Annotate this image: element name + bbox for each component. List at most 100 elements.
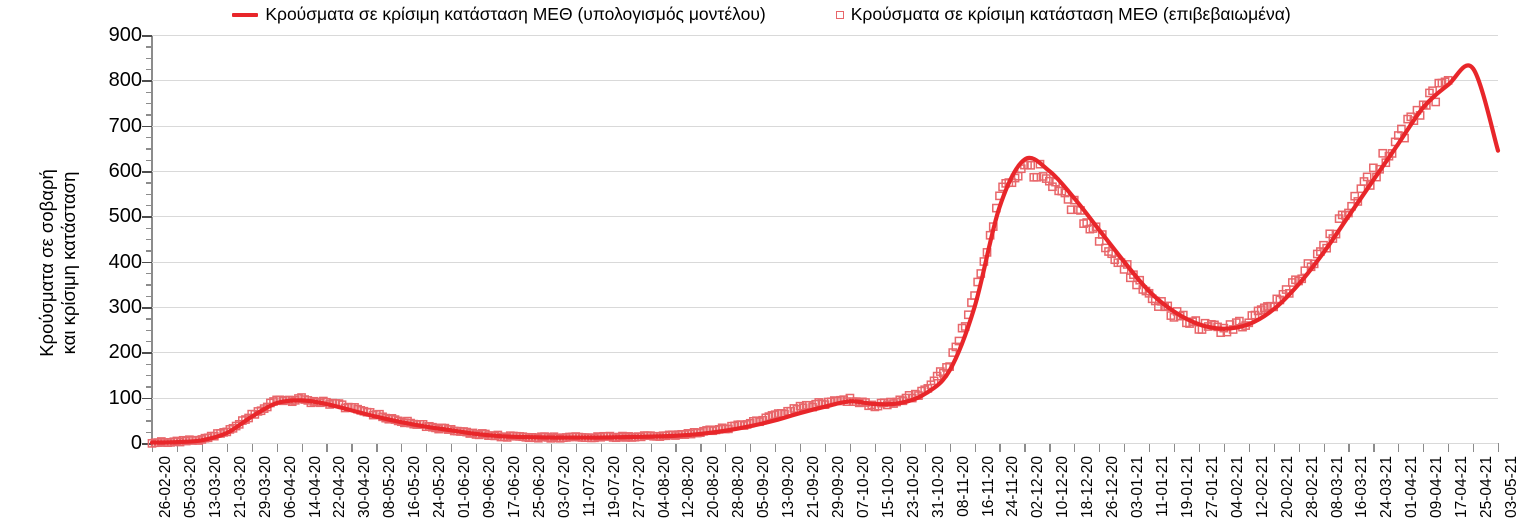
y-axis-tick-label: 200 (108, 341, 142, 364)
y-axis-major-tick (142, 80, 152, 82)
x-axis-tick (201, 443, 204, 452)
x-axis-tick (575, 443, 577, 452)
x-axis-tick-label: 26-02-20 (157, 456, 174, 519)
data-point-marker (1032, 172, 1042, 182)
x-axis-tick-label: 29-09-20 (830, 456, 847, 519)
y-axis-major-tick (142, 443, 152, 445)
x-axis-tick (1024, 443, 1026, 452)
x-axis-tick-label: 08-05-20 (381, 456, 399, 519)
x-axis-tick (1348, 443, 1350, 452)
x-axis-tick (525, 443, 528, 452)
x-axis-tick (1423, 443, 1425, 452)
y-axis-major-tick (142, 352, 152, 354)
x-axis-tick-label: 06-04-20 (281, 456, 299, 519)
x-axis-tick-label: 08-11-20 (954, 456, 972, 517)
x-axis-tick-label: 04-08-20 (655, 456, 673, 519)
x-axis-tick-label: 11-07-20 (580, 456, 598, 517)
x-axis-tick-label: 21-03-20 (231, 456, 249, 519)
x-axis-tick-label: 16-05-20 (406, 456, 424, 519)
y-axis-minor-tick (146, 329, 152, 331)
data-point-marker (1428, 86, 1437, 96)
chart-legend: Κρούσματα σε κρίσιμη κατάσταση ΜΕΘ (υπολ… (0, 0, 1523, 30)
x-axis-tick-label: 13-03-20 (206, 456, 224, 519)
y-axis-minor-tick (146, 193, 152, 195)
x-axis-tick (625, 443, 627, 452)
y-axis-minor-tick (146, 284, 152, 286)
x-axis-tick-label: 12-08-20 (680, 456, 698, 519)
gridline (152, 352, 1498, 354)
x-axis-tick (301, 443, 303, 452)
x-axis-tick (426, 443, 428, 452)
x-axis-tick-label: 25-06-20 (530, 456, 548, 519)
y-axis-minor-tick (146, 182, 152, 184)
gridline (152, 216, 1498, 218)
x-axis-tick-label: 16-11-20 (979, 456, 997, 517)
x-axis-tick (775, 443, 777, 452)
y-axis-major-tick (142, 261, 152, 264)
x-axis-tick-label: 30-04-20 (356, 456, 374, 519)
data-point-marker (1369, 163, 1378, 173)
x-axis-tick (800, 443, 802, 452)
y-axis-minor-tick (146, 295, 152, 297)
x-axis-tick-label: 10-12-20 (1054, 456, 1072, 519)
x-axis-tick-label: 28-02-21 (1303, 456, 1321, 519)
x-axis-tick (326, 443, 328, 452)
x-axis-tick-label: 05-03-20 (181, 456, 199, 519)
y-axis-major-tick (142, 35, 152, 37)
legend-entry-model[interactable]: Κρούσματα σε κρίσιμη κατάσταση ΜΕΘ (υπολ… (232, 4, 766, 25)
gridline (152, 80, 1498, 82)
data-point-marker (1063, 195, 1073, 204)
x-axis-tick-label: 12-02-21 (1253, 456, 1271, 519)
x-axis-tick (376, 443, 378, 452)
x-axis-tick (1323, 443, 1325, 452)
x-axis-tick-label: 20-02-21 (1278, 456, 1296, 519)
x-axis-tick (500, 443, 503, 452)
x-axis-tick (874, 443, 877, 452)
x-axis-tick (1124, 443, 1126, 452)
x-axis-tick-label: 19-01-21 (1178, 456, 1196, 519)
x-axis-tick (1448, 443, 1450, 452)
x-axis-tick-label: 09-06-20 (481, 456, 499, 519)
data-point-marker (1431, 97, 1441, 107)
x-axis-tick (1223, 443, 1225, 452)
legend-entry-confirmed[interactable]: Κρούσματα σε κρίσιμη κατάσταση ΜΕΘ (επιβ… (835, 6, 1291, 24)
x-axis-tick-label: 05-09-20 (755, 456, 773, 519)
x-axis-tick (401, 443, 403, 452)
x-axis-tick-label: 03-01-21 (1129, 456, 1147, 519)
data-point-marker (1026, 160, 1035, 170)
data-point-marker (1066, 205, 1076, 215)
y-axis-minor-tick (146, 114, 152, 116)
x-axis-tick-label: 24-11-20 (1004, 456, 1022, 517)
gridline (152, 35, 1498, 36)
y-axis-tick-label: 500 (108, 205, 142, 228)
y-axis-minor-tick (146, 46, 152, 48)
x-axis-tick-label: 22-04-20 (331, 456, 349, 519)
x-axis-tick-label: 11-01-21 (1154, 456, 1172, 517)
x-axis-tick (1398, 443, 1400, 452)
x-axis-tick (725, 443, 727, 452)
x-axis-tick (899, 443, 901, 452)
x-axis-tick (1273, 443, 1275, 452)
y-axis-tick-label: 0 (130, 432, 142, 454)
plot-area (147, 35, 1501, 448)
x-axis-tick (1049, 443, 1051, 452)
legend-label-model: Κρούσματα σε κρίσιμη κατάσταση ΜΕΘ (υπολ… (265, 4, 766, 25)
line-marker-icon (232, 13, 259, 17)
x-axis-tick (476, 443, 478, 452)
x-axis-tick (849, 443, 852, 452)
x-axis-tick (924, 443, 926, 452)
x-axis-tick-label: 21-09-20 (805, 456, 823, 519)
x-axis-tick (1099, 443, 1101, 452)
square-marker-icon (835, 11, 844, 19)
x-axis-tick-label: 13-09-20 (780, 456, 798, 519)
gridline (152, 443, 1498, 444)
y-axis-title-line1: Κρούσματα σε σοβαρή (35, 169, 57, 357)
x-axis-tick (1473, 443, 1475, 452)
y-axis-major-tick (142, 397, 152, 400)
x-axis-tick-label: 24-05-20 (431, 456, 449, 519)
x-axis-tick-label: 26-12-20 (1104, 456, 1122, 519)
x-axis-tick (226, 443, 228, 452)
series-layer (147, 63, 1501, 448)
x-axis-tick (750, 443, 752, 452)
